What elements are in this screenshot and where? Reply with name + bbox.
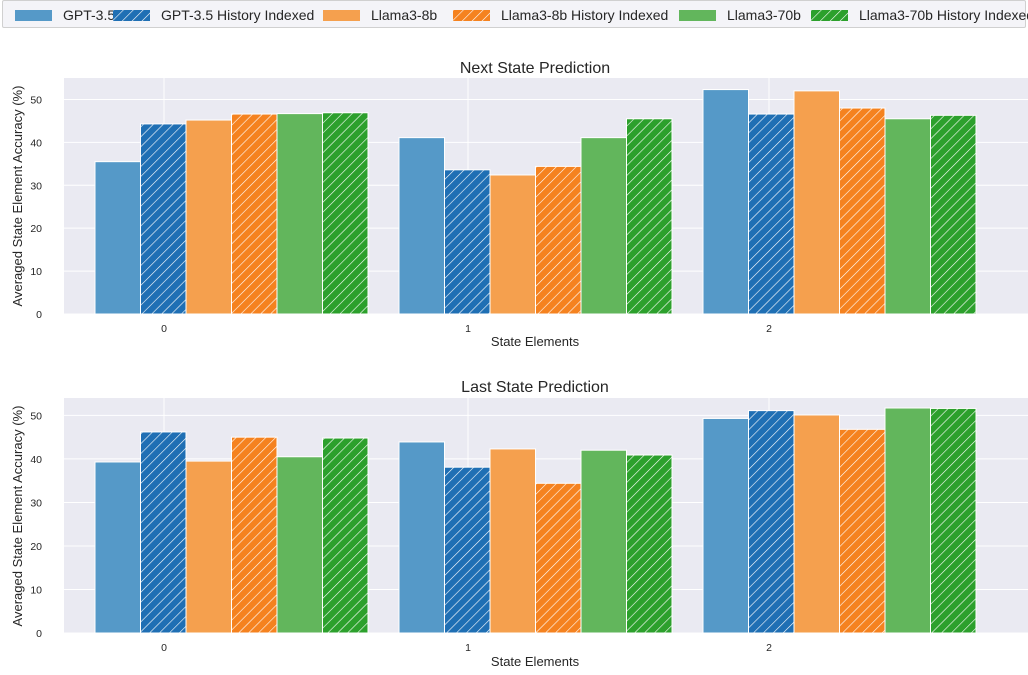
bar-hatch <box>140 123 186 315</box>
legend-swatch-graphic <box>453 9 490 21</box>
bar <box>580 449 627 634</box>
bar-hatch <box>626 455 672 633</box>
legend-swatch <box>323 9 360 21</box>
legend-swatch-graphic <box>15 9 52 21</box>
y-tick-label: 20 <box>30 541 42 553</box>
bar-hatch <box>839 108 885 314</box>
legend-item: Llama3-70b <box>679 5 801 25</box>
bar <box>276 113 323 315</box>
bar <box>185 119 232 315</box>
bar <box>398 137 445 315</box>
plot-area: 0 10 20 30 40 50 0 1 2 <box>30 398 1028 654</box>
bar-hatch <box>231 114 277 314</box>
x-tick-label: 2 <box>766 642 772 654</box>
bar <box>94 161 141 315</box>
legend-item: Llama3-8b History Indexed <box>453 5 668 25</box>
legend-item: GPT-3.5 <box>15 5 115 25</box>
x-tick-label: 2 <box>766 323 772 335</box>
x-tick-label: 0 <box>161 323 167 335</box>
bar-hatch <box>535 166 581 314</box>
bar-hatch <box>444 467 490 633</box>
x-tick-label: 1 <box>465 323 471 335</box>
x-tick-label: 0 <box>161 642 167 654</box>
bar <box>702 89 749 315</box>
x-tick-label: 1 <box>465 642 471 654</box>
bar <box>185 460 232 634</box>
x-axis-label: State Elements <box>491 654 580 669</box>
legend-item: GPT-3.5 History Indexed <box>113 5 314 25</box>
legend-label: Llama3-70b <box>727 7 801 23</box>
legend-label: GPT-3.5 <box>63 7 116 23</box>
y-tick-label: 50 <box>30 94 42 106</box>
bar <box>884 118 931 315</box>
legend-label: Llama3-70b History Indexed <box>859 7 1028 23</box>
plot-area: 0 10 20 30 40 50 0 1 2 <box>30 78 1028 335</box>
y-axis-label: Averaged State Element Accuracy (%) <box>10 86 25 307</box>
y-tick-label: 10 <box>30 584 42 596</box>
legend-swatch <box>113 9 150 21</box>
chart-title: Next State Prediction <box>460 60 610 77</box>
chart-title: Last State Prediction <box>461 379 609 396</box>
bar <box>580 137 627 315</box>
bar <box>489 174 536 315</box>
legend-swatch <box>453 9 490 21</box>
legend-label: Llama3-8b <box>371 7 438 23</box>
legend-item: Llama3-70b History Indexed <box>811 5 1028 25</box>
legend-label: Llama3-8b History Indexed <box>501 7 669 23</box>
legend-swatch <box>811 9 848 21</box>
legend-swatch-hatch <box>453 9 490 21</box>
legend-swatch-fill <box>15 9 52 21</box>
legend-label: GPT-3.5 History Indexed <box>161 7 315 23</box>
next-state-chart: Next State Prediction Averaged State Ele… <box>10 60 1028 349</box>
y-tick-label: 40 <box>30 454 42 466</box>
bar-hatch <box>930 115 976 315</box>
y-tick-label: 50 <box>30 410 42 422</box>
bar <box>793 414 840 634</box>
bar-hatch <box>322 112 368 314</box>
y-tick-label: 10 <box>30 266 42 278</box>
y-tick-label: 0 <box>36 628 42 640</box>
bar-hatch <box>748 114 794 314</box>
y-tick-label: 40 <box>30 137 42 149</box>
y-axis-label: Averaged State Element Accuracy (%) <box>10 406 25 627</box>
legend-swatch-graphic <box>679 9 716 21</box>
legend-swatch-graphic <box>323 9 360 21</box>
legend-swatch-fill <box>679 9 716 21</box>
bar <box>94 461 141 634</box>
bar-hatch <box>535 483 581 633</box>
y-tick-label: 20 <box>30 223 42 235</box>
bar-hatch <box>626 118 672 314</box>
legend-swatch <box>15 9 52 21</box>
bar-hatch <box>322 438 368 633</box>
bar <box>884 407 931 634</box>
y-tick-label: 30 <box>30 497 42 509</box>
bar-hatch <box>839 429 885 633</box>
x-axis-label: State Elements <box>491 334 580 349</box>
chart-legend: GPT-3.5 GPT-3.5 History Indexed Llama3-8… <box>2 0 1028 28</box>
legend-swatch-hatch <box>811 9 848 21</box>
legend-swatch-graphic <box>811 9 848 21</box>
legend-swatch-graphic <box>113 9 150 21</box>
legend-swatch-hatch <box>113 9 150 21</box>
bar <box>489 448 536 634</box>
y-tick-label: 0 <box>36 309 42 321</box>
legend-swatch <box>679 9 716 21</box>
bar <box>398 441 445 634</box>
legend-swatch-fill <box>323 9 360 21</box>
bar-hatch <box>140 431 186 633</box>
bar-hatch <box>930 408 976 633</box>
bar-hatch <box>444 169 490 314</box>
bar-hatch <box>748 410 794 633</box>
bar <box>702 417 749 634</box>
bar-hatch <box>231 437 277 633</box>
legend-item: Llama3-8b <box>323 5 437 25</box>
bar <box>276 456 323 634</box>
last-state-chart: Last State Prediction Averaged State Ele… <box>10 379 1028 669</box>
y-tick-label: 30 <box>30 180 42 192</box>
bar <box>793 90 840 315</box>
